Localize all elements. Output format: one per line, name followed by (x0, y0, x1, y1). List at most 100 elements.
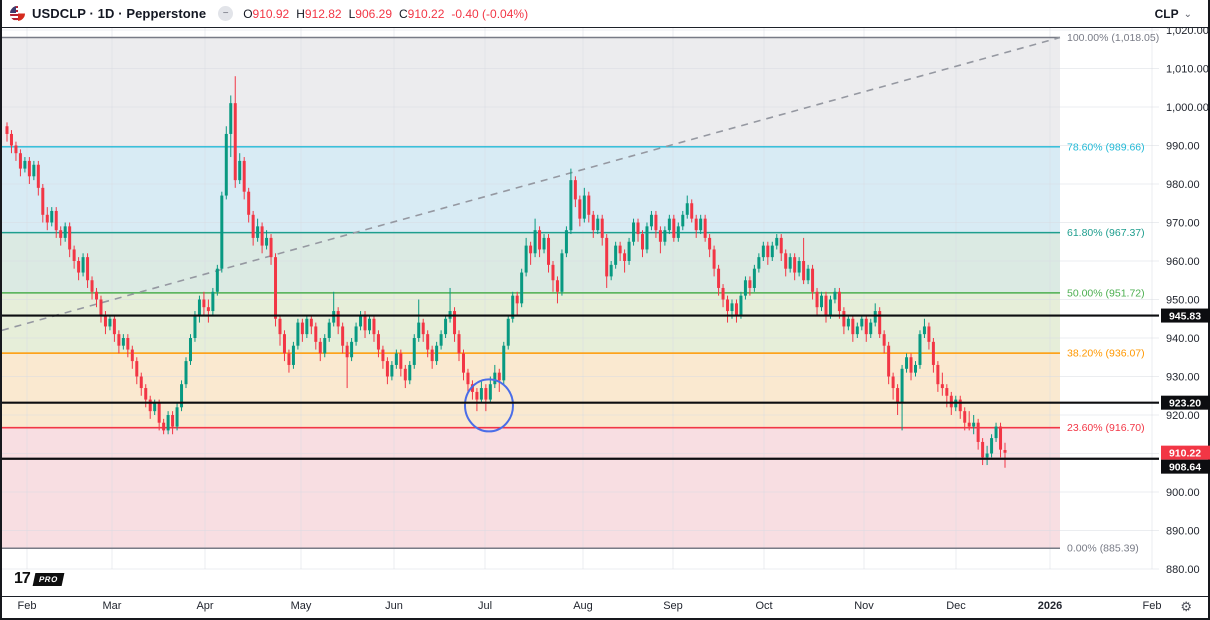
price-tick-label: 930.00 (1166, 372, 1200, 384)
candle (318, 338, 322, 362)
currency-label: CLP (1154, 7, 1179, 21)
candle (50, 207, 54, 227)
candle (614, 241, 618, 269)
candle (726, 295, 730, 323)
candle (596, 214, 600, 235)
candle (439, 330, 443, 350)
fib-band (2, 427, 1060, 549)
candle (909, 353, 913, 381)
candle (502, 341, 506, 385)
candle (708, 234, 712, 258)
hide-indicator-icon[interactable]: − (218, 6, 234, 21)
candle (775, 234, 779, 250)
ohlc-value: L906.29 (348, 6, 392, 21)
candle (654, 210, 658, 238)
candle (269, 234, 273, 265)
time-axis-label: Mar (102, 600, 122, 612)
timezone-settings-icon[interactable]: ⚙ (1180, 599, 1192, 614)
candle (139, 372, 143, 396)
candle (896, 384, 900, 415)
candle (699, 214, 703, 235)
currency-selector[interactable]: CLP ⌄ (1155, 0, 1192, 28)
candle (309, 314, 313, 335)
candle (27, 157, 31, 184)
candle (376, 330, 380, 358)
candle (86, 253, 90, 288)
candle (793, 253, 797, 281)
candle (430, 345, 434, 369)
candle (985, 445, 989, 466)
candle (864, 314, 868, 342)
candle (18, 149, 22, 177)
price-badge-label: 923.20 (1169, 398, 1201, 410)
candle (359, 311, 363, 331)
price-tick-label: 1,010.00 (1166, 64, 1209, 76)
candle (238, 153, 242, 184)
candle (435, 341, 439, 365)
ellipse-annotation[interactable] (464, 378, 514, 433)
ohlc-value: C910.22 (399, 6, 445, 21)
candle (739, 291, 743, 319)
candle (385, 357, 389, 385)
candle (220, 191, 224, 273)
candle (390, 361, 394, 381)
candle (681, 210, 685, 231)
tradingview-mark-icon: 17 (14, 570, 31, 587)
fib-band (2, 37, 1060, 147)
candle (345, 341, 349, 389)
candle (981, 438, 985, 466)
candle (81, 253, 85, 277)
price-tick-label: 990.00 (1166, 141, 1200, 153)
candle (130, 345, 134, 369)
candle (166, 411, 170, 435)
price-badge (1161, 395, 1210, 410)
candle (752, 264, 756, 292)
candle (779, 234, 783, 261)
price-tick-label: 970.00 (1166, 218, 1200, 230)
time-axis[interactable]: ⚙ Feb Mar Apr May Jun Jul Aug Sep Oct Nov Dec 2026 F… (2, 596, 1208, 618)
time-axis-label: Apr (196, 600, 214, 612)
candle (900, 364, 904, 431)
candle (940, 372, 944, 396)
candle (444, 314, 448, 338)
candle (931, 338, 935, 373)
candle (1003, 442, 1007, 468)
candle (341, 322, 345, 354)
fib-level-label: 38.20% (936.07) (1067, 348, 1145, 360)
candle (927, 322, 931, 350)
candle (694, 214, 698, 238)
candle (833, 287, 837, 304)
candle (211, 287, 215, 315)
candle (323, 334, 327, 358)
candle (95, 287, 99, 308)
time-axis-label: 2026 (1037, 600, 1063, 612)
candle (403, 364, 407, 389)
candle (551, 261, 555, 292)
candle (278, 314, 282, 346)
candle (587, 191, 591, 223)
candle (806, 264, 810, 285)
candle (457, 330, 461, 362)
candle (68, 222, 72, 258)
candle (421, 318, 425, 342)
fib-level-label: 61.80% (967.37) (1067, 227, 1145, 239)
candle (578, 195, 582, 227)
candle (555, 276, 559, 304)
candle (188, 334, 192, 365)
candle (336, 307, 340, 335)
candle (734, 299, 738, 323)
time-axis-label: Feb (17, 600, 37, 612)
price-chart[interactable]: 100.00% (1,018.05) 78.60% (989.66) 61.80% … (2, 28, 1210, 596)
candle (887, 341, 891, 385)
candle (860, 314, 864, 331)
candle (9, 130, 13, 154)
candle (564, 226, 568, 258)
candle (891, 372, 895, 400)
fib-level-label: 50.00% (951.72) (1067, 287, 1145, 299)
candle (658, 226, 662, 254)
tradingview-logo[interactable]: 17 PRO (14, 570, 65, 588)
price-tick-label: 1,020.00 (1166, 28, 1209, 37)
candle (99, 295, 103, 323)
symbol-title[interactable]: USDCLP · 1D · Pepperstone (32, 6, 207, 21)
candle (112, 314, 116, 342)
